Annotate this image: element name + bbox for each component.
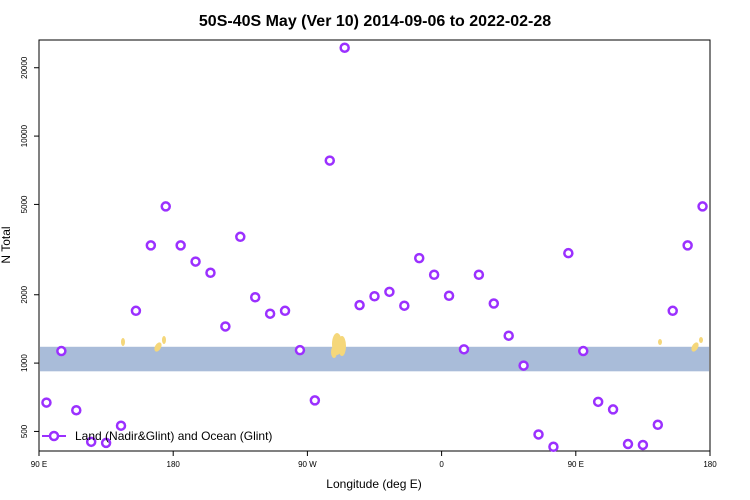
data-point [160,201,171,212]
data-point [667,305,678,317]
data-point [41,397,52,408]
data-point [85,436,97,448]
legend: Land (Nadir&Glint) and Ocean (Glint) [42,429,272,443]
data-point [294,344,306,356]
x-tick-label: 90 W [298,460,317,469]
data-point [518,360,529,371]
data-point [697,201,708,212]
data-point [175,240,186,251]
data-point [413,252,425,264]
y-tick-label: 500 [20,424,29,438]
land-patch [162,336,166,344]
data-point [190,256,201,267]
y-tick-label: 20000 [20,56,29,79]
land-patch [699,337,703,343]
data-point [592,396,604,408]
data-point [503,330,514,341]
x-axis: 90 E 180 90 W 0 90 E 180 [31,451,717,469]
data-point [369,290,380,302]
data-point [533,429,544,440]
data-point [235,231,246,243]
land-patch [121,338,125,346]
land-patch [691,342,699,352]
data-point [249,292,261,303]
data-point [637,439,649,451]
chart-title: 50S-40S May (Ver 10) 2014-09-06 to 2022-… [199,13,551,30]
y-tick-label: 5000 [20,195,29,213]
data-point [607,404,619,415]
data-point [578,345,589,357]
data-point [458,344,470,355]
land-patch [338,336,346,356]
land-patches [121,333,703,358]
y-axis-label: N Total [0,226,13,263]
data-points [41,42,708,453]
x-tick-label: 90 E [568,460,584,469]
y-axis: 500 1000 2000 5000 10000 20000 [20,56,39,438]
data-point [130,305,142,317]
data-point [384,286,395,298]
y-tick-label: 2000 [20,285,29,303]
y-tick-label: 1000 [20,354,29,372]
data-point [443,290,455,301]
data-point [339,42,350,53]
data-point [309,395,321,406]
data-point [473,269,485,281]
data-point [71,404,82,416]
ocean-band [40,346,709,372]
data-point [682,240,693,251]
legend-marker [48,430,60,442]
ocean-band-layer [40,346,709,372]
x-axis-label: Longitude (deg E) [326,477,421,491]
data-point [324,155,336,166]
data-point [115,420,127,431]
data-point [563,247,574,259]
land-patch [331,346,337,358]
legend-label: Land (Nadir&Glint) and Ocean (Glint) [75,429,272,443]
y-tick-label: 10000 [20,124,29,147]
x-tick-label: 180 [167,460,181,469]
data-point [428,269,440,281]
x-tick-label: 90 E [31,460,47,469]
data-point [145,240,157,251]
data-point [548,441,559,453]
data-point [652,419,664,431]
plot-frame [38,39,711,452]
data-point [56,345,67,357]
data-point [354,299,365,311]
data-point [622,438,634,450]
data-point [205,267,216,279]
land-patch [154,342,162,352]
x-tick-label: 0 [439,460,444,469]
data-point [264,308,276,319]
land-patch [658,339,662,345]
data-point [488,298,500,309]
x-tick-label: 180 [703,460,717,469]
data-point [279,305,291,317]
data-point [399,300,410,311]
data-point [220,321,231,332]
data-point [100,437,112,449]
